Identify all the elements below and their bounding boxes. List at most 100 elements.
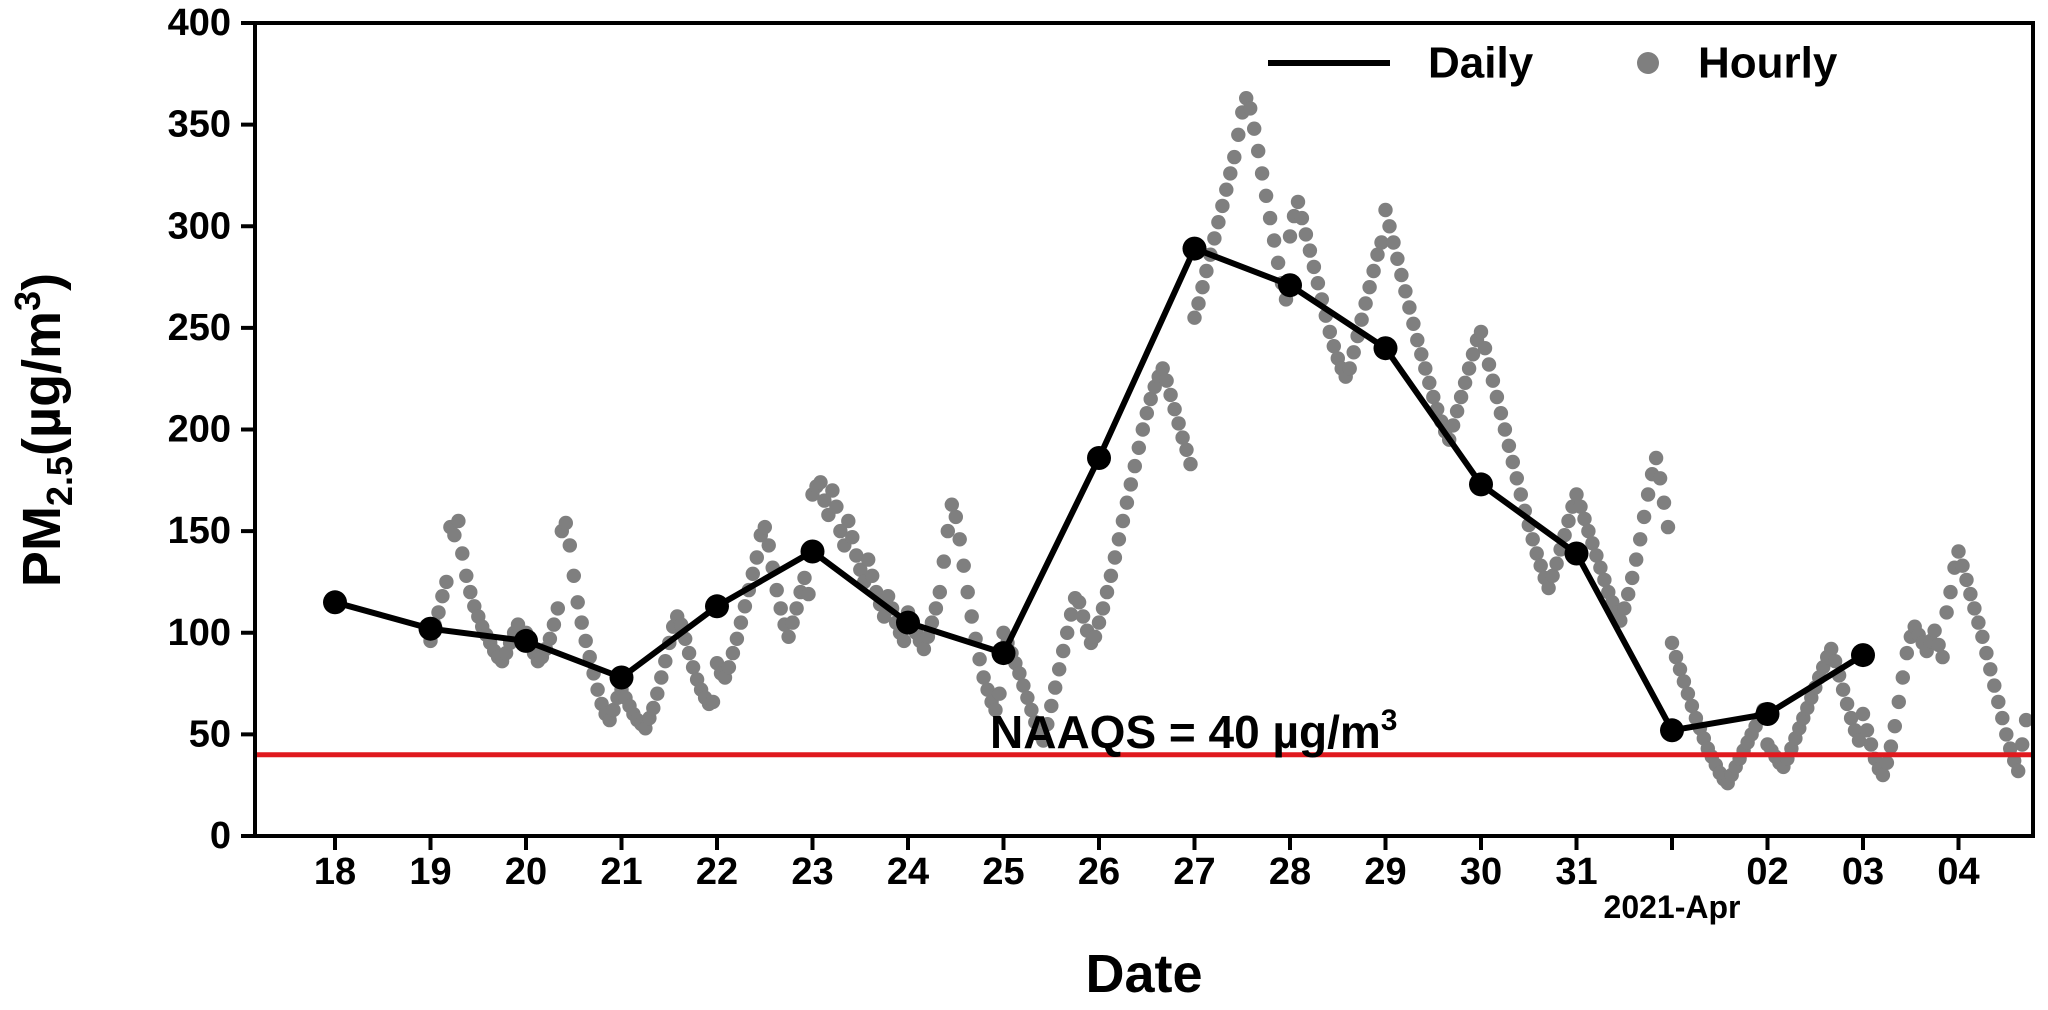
y-tick-label: 350 [168, 104, 231, 146]
hourly-point [1883, 739, 1899, 754]
hourly-point [2003, 741, 2018, 756]
hourly-point [761, 538, 776, 553]
hourly-point [1366, 263, 1381, 279]
hourly-point [1541, 580, 1556, 596]
hourly-point [1095, 601, 1111, 616]
x-tick-label: 19 [409, 851, 451, 893]
hourly-point [956, 558, 971, 573]
y-tick-label: 0 [210, 815, 231, 857]
hourly-point [1071, 595, 1087, 610]
hourly-point [865, 568, 880, 583]
hourly-point [1306, 259, 1322, 275]
hourly-point [1199, 263, 1214, 279]
hourly-point [558, 515, 573, 531]
hourly-point [1640, 487, 1656, 502]
hourly-point [1243, 101, 1258, 116]
hourly-point [1044, 698, 1059, 714]
hourly-point [1063, 607, 1079, 622]
hourly-point [1493, 406, 1509, 421]
hourly-point [916, 641, 932, 657]
x-tick-label: 29 [1364, 851, 1406, 893]
hourly-point [1183, 456, 1198, 472]
hourly-point [1346, 345, 1361, 360]
hourly-point [1390, 251, 1405, 266]
hourly-point [1107, 550, 1123, 565]
daily-point [896, 610, 920, 635]
daily-point [1851, 643, 1875, 668]
hourly-point [1545, 568, 1560, 583]
hourly-point [952, 532, 967, 547]
hourly-point [1513, 487, 1529, 502]
hourly-point [1625, 570, 1640, 586]
hourly-point [785, 615, 800, 630]
hourly-point [1529, 546, 1544, 561]
x-tick-label: 18 [314, 851, 356, 893]
hourly-point [1684, 698, 1700, 714]
daily-point [1755, 702, 1780, 726]
hourly-point [1103, 568, 1119, 583]
hourly-point [1983, 662, 1998, 677]
hourly-point [1879, 755, 1895, 770]
hourly-point [1282, 229, 1298, 244]
hourly-point [1155, 361, 1170, 376]
hourly-point [1227, 149, 1242, 165]
hourly-point [1302, 243, 1318, 258]
hourly-point [1987, 678, 2002, 693]
hourly-point [1354, 312, 1369, 327]
hourly-point [574, 615, 589, 630]
hourly-point [1294, 210, 1310, 226]
hourly-point [1382, 219, 1397, 234]
hourly-point [1111, 532, 1127, 547]
daily-point [1373, 336, 1398, 361]
hourly-point [451, 513, 466, 529]
hourly-point [825, 483, 840, 498]
y-tick-label: 150 [168, 510, 231, 552]
hourly-point [1179, 442, 1194, 457]
hourly-point [797, 570, 812, 586]
hourly-point [976, 670, 991, 685]
hourly-point [1827, 654, 1843, 669]
naaqs-annotation: NAAQS = 40 µg/m3 [990, 704, 1397, 758]
hourly-point [1127, 458, 1143, 474]
hourly-point [988, 702, 1003, 718]
hourly-point [1016, 678, 1031, 693]
hourly-point [1247, 121, 1262, 136]
legend-hourly-marker-sample [1637, 52, 1659, 74]
x-tick-label: 24 [887, 851, 929, 893]
hourly-point [1473, 324, 1489, 340]
daily-point [1278, 273, 1302, 298]
hourly-point [463, 584, 478, 600]
hourly-point [1052, 662, 1067, 677]
hourly-point [1461, 361, 1477, 376]
hourly-point [431, 605, 446, 620]
hourly-point [1975, 629, 1990, 644]
hourly-point [1597, 572, 1612, 588]
hourly-point [1406, 316, 1421, 331]
hourly-point [1581, 523, 1596, 539]
hourly-point [1310, 276, 1326, 291]
hourly-point [1617, 601, 1632, 616]
hourly-point [447, 528, 462, 543]
hourly-point [1143, 391, 1158, 407]
hourly-point [1251, 143, 1266, 159]
hourly-point [801, 586, 816, 602]
hourly-point [1859, 723, 1875, 738]
hourly-point [1963, 586, 1978, 602]
hourly-point [1075, 609, 1091, 624]
hourly-point [1668, 649, 1684, 665]
hourly-point [459, 568, 474, 583]
hourly-point [1899, 645, 1915, 661]
daily-point [1564, 541, 1589, 566]
x-tick-label: 25 [982, 851, 1024, 893]
hourly-point [1159, 373, 1174, 388]
hourly-point [606, 702, 621, 718]
hourly-point [439, 574, 454, 590]
hourly-point [1036, 733, 1051, 748]
daily-point [514, 628, 538, 653]
daily-point [800, 539, 825, 564]
hourly-point [1851, 733, 1867, 748]
hourly-point [435, 589, 450, 604]
hourly-point [1991, 694, 2006, 710]
